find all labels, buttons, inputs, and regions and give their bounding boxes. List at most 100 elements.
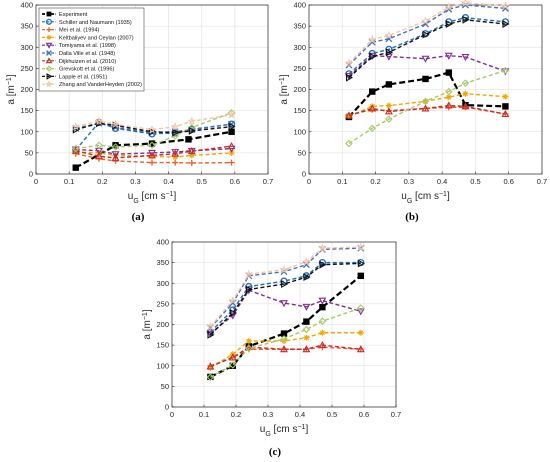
y-tick-label: 150 xyxy=(20,106,33,115)
data-point xyxy=(502,20,510,28)
x-axis-label: uG [cm s−1] xyxy=(260,424,309,438)
data-point xyxy=(94,116,104,125)
data-point xyxy=(112,142,119,149)
data-point xyxy=(228,128,235,135)
data-point xyxy=(227,110,236,119)
data-point xyxy=(172,154,179,161)
data-point xyxy=(280,277,288,285)
data-point xyxy=(445,18,453,26)
data-point xyxy=(188,126,196,135)
data-point xyxy=(302,325,311,334)
y-tick-label: 100 xyxy=(20,127,33,136)
series-line xyxy=(75,112,232,150)
data-point xyxy=(502,103,509,110)
data-point xyxy=(500,1,510,10)
series-line xyxy=(348,19,506,79)
data-point xyxy=(422,30,430,39)
x-tick-label: 0.2 xyxy=(370,177,380,186)
data-point xyxy=(279,265,289,274)
series-6 xyxy=(345,1,509,69)
legend-item: Zhang and VanderHeyden (2002) xyxy=(42,80,142,88)
legend-label: Schiller and Naumann (1935) xyxy=(59,20,132,26)
data-point xyxy=(149,159,155,166)
data-point xyxy=(357,304,365,312)
data-point xyxy=(461,14,470,22)
data-point xyxy=(229,299,237,307)
chart-panel-2: 0 0.1 0.2 0.3 0.4 0.5 0.6 0.7 0 50 100 150 200 250 300… xyxy=(279,0,547,223)
data-point xyxy=(444,101,453,109)
y-tick-label: 250 xyxy=(20,64,33,73)
data-point xyxy=(148,151,156,159)
series-line xyxy=(348,54,506,77)
data-point xyxy=(385,81,393,88)
data-point xyxy=(461,0,470,7)
data-point xyxy=(385,48,394,57)
data-point xyxy=(421,16,430,25)
y-tick-label: 250 xyxy=(156,299,169,308)
data-point xyxy=(227,141,236,150)
legend-item: Dalla Ville et al. (1948) xyxy=(42,50,115,57)
series-7 xyxy=(345,101,510,119)
x-tick-label: 0.1 xyxy=(337,177,347,186)
series-line xyxy=(348,104,506,117)
data-point xyxy=(502,93,509,100)
x-tick-label: 0.4 xyxy=(163,177,173,186)
panel-label: (c) xyxy=(269,446,282,458)
x-tick-label: 0.6 xyxy=(359,410,369,419)
data-point xyxy=(345,113,352,120)
data-point xyxy=(187,116,197,125)
data-point xyxy=(172,159,179,166)
data-point xyxy=(356,308,365,316)
x-tick-label: 0.2 xyxy=(97,177,107,186)
x-tick-label: 0.7 xyxy=(537,177,547,186)
data-point xyxy=(281,280,289,289)
data-point xyxy=(421,55,430,63)
y-tick-label: 300 xyxy=(20,43,33,52)
data-point xyxy=(501,18,510,26)
data-point xyxy=(303,273,311,281)
data-point xyxy=(302,345,311,353)
legend-item: Experiment xyxy=(42,11,88,18)
y-tick-label: 50 xyxy=(161,382,169,391)
x-tick-label: 0 xyxy=(307,177,311,186)
data-point xyxy=(185,136,192,143)
x-tick-label: 0.5 xyxy=(327,410,337,419)
data-point xyxy=(229,361,237,369)
series-10 xyxy=(71,110,236,134)
y-tick-label: 150 xyxy=(293,106,306,115)
series-line xyxy=(348,69,506,145)
x-tick-label: 0.1 xyxy=(199,410,209,419)
legend-label: Zhang and VanderHeyden (2002) xyxy=(59,82,142,88)
data-point xyxy=(357,259,365,268)
data-point xyxy=(245,285,253,294)
data-point xyxy=(302,261,310,269)
y-tick-label: 50 xyxy=(25,148,33,157)
legend-label: Dalla Ville et al. (1948) xyxy=(59,51,115,57)
data-point xyxy=(111,119,120,128)
data-point xyxy=(245,338,252,344)
data-point xyxy=(356,345,365,353)
data-point xyxy=(303,334,310,341)
x-tick-label: 0.5 xyxy=(196,177,206,186)
x-axis-label: uG [cm s−1] xyxy=(401,191,450,205)
data-point xyxy=(367,35,377,44)
chart-panel-1: 0 0.1 0.2 0.3 0.4 0.5 0.6 0.7 0 50 100 150 200 250 300… xyxy=(6,1,274,223)
x-tick-label: 0.1 xyxy=(64,177,74,186)
data-point xyxy=(71,144,80,153)
legend-box xyxy=(38,7,145,92)
data-point xyxy=(318,297,327,305)
x-tick-label: 0.3 xyxy=(404,177,414,186)
data-point xyxy=(357,272,364,280)
series-line xyxy=(210,344,361,368)
data-point xyxy=(344,58,354,68)
y-tick-label: 100 xyxy=(293,127,306,136)
data-point xyxy=(188,152,195,159)
x-tick-label: 0.4 xyxy=(295,410,305,419)
data-point xyxy=(111,143,120,151)
data-point xyxy=(369,52,377,61)
legend-label: Tomiyama et al. (1998) xyxy=(59,43,116,49)
series-line xyxy=(75,145,232,159)
data-point xyxy=(245,344,253,353)
data-point xyxy=(149,127,157,136)
